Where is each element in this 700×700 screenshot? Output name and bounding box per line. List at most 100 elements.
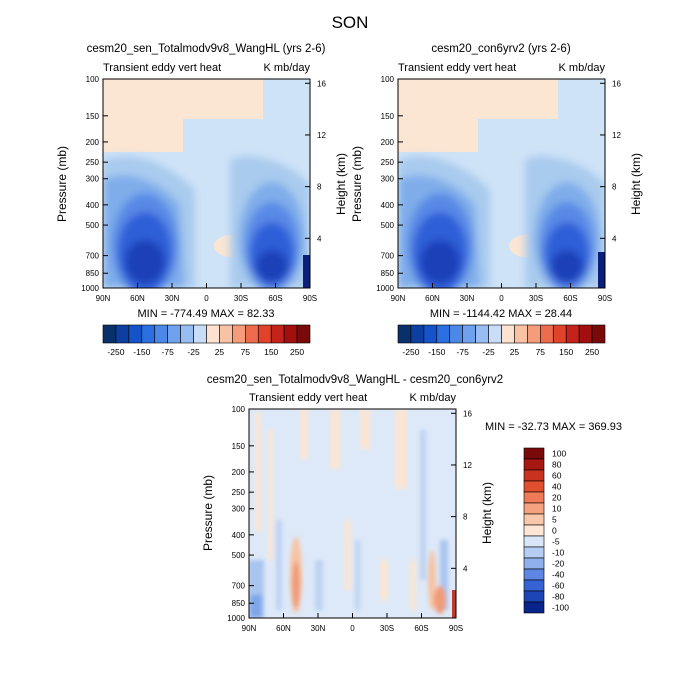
pressure-tick-label: 1000: [376, 284, 394, 293]
colorbar-box: [193, 324, 207, 344]
pressure-tick-label: 500: [86, 221, 100, 230]
lat-tick-label: 90N: [242, 624, 257, 633]
pressure-tick-label: 700: [232, 582, 246, 591]
pressure-tick-label: 400: [232, 531, 246, 540]
pressure-tick-label: 250: [86, 158, 100, 167]
contour-field: [103, 79, 310, 288]
colorbar-label: 150: [264, 347, 278, 357]
lat-tick-label: 30S: [234, 294, 248, 303]
height-tick-label: 8: [612, 183, 617, 192]
colorbar-box: [523, 480, 545, 493]
colorbar-label: 75: [536, 347, 546, 357]
lat-axis: 90N 60N 30N 0 30S 60S 90S: [391, 283, 612, 303]
colorbar-label: -5: [552, 537, 560, 547]
lat-tick-label: 90N: [96, 294, 111, 303]
lat-tick-label: 0: [350, 624, 355, 633]
colorbar-label: 5: [552, 515, 557, 525]
pressure-tick-label: 300: [381, 175, 395, 184]
colorbar-label: 40: [552, 482, 562, 492]
colorbar-label: 0: [552, 526, 557, 536]
colorbar-box: [436, 324, 451, 344]
lat-tick-label: 30S: [529, 294, 543, 303]
pressure-tick-label: 150: [381, 112, 395, 121]
colorbar-box: [206, 324, 220, 344]
colorbar-box: [397, 324, 412, 344]
panel-left-label: Transient eddy vert heat: [398, 62, 516, 74]
colorbar-box: [523, 546, 545, 559]
colorbar-box: [523, 568, 545, 581]
panel-bottom: cesm20_sen_Totalmodv9v8_WangHL - cesm20_…: [201, 374, 622, 633]
pressure-tick-label: 250: [381, 158, 395, 167]
lat-tick-label: 60S: [563, 294, 577, 303]
lat-axis: 90N 60N 30N 0 30S 60S 90S: [96, 283, 317, 303]
panel-title: cesm20_con6yrv2 (yrs 2-6): [431, 43, 570, 55]
colorbar-box: [540, 324, 554, 344]
pressure-axis-label: Pressure (mb): [201, 475, 215, 551]
lat-tick-label: 0: [499, 294, 504, 303]
pressure-tick-label: 850: [86, 269, 100, 278]
panel-top-left: cesm20_sen_Totalmodv9v8_WangHL (yrs 2-6)…: [55, 43, 348, 357]
colorbar-label: -20: [552, 559, 565, 569]
colorbar-box: [527, 324, 541, 344]
colorbar-box: [523, 601, 545, 614]
colorbar-label: 80: [552, 460, 562, 470]
stats-text: MIN = -32.73 MAX = 369.93: [485, 421, 622, 433]
colorbar-box: [523, 524, 545, 537]
colorbar-box: [523, 458, 545, 471]
page-title: SON: [332, 13, 369, 32]
colorbar-box: [462, 324, 476, 344]
colorbar-box: [296, 324, 311, 344]
colorbar-box: [552, 324, 567, 344]
lat-tick-label: 30S: [380, 624, 394, 633]
colorbar-box: [449, 324, 463, 344]
pressure-tick-label: 850: [381, 269, 395, 278]
colorbar-label: -250: [107, 347, 124, 357]
panel-right-label: K mb/day: [264, 62, 311, 74]
colorbar-box: [232, 324, 246, 344]
pressure-tick-label: 200: [86, 138, 100, 147]
height-tick-label: 4: [317, 234, 322, 243]
colorbar-label: -75: [162, 347, 175, 357]
colorbar-box: [115, 324, 130, 344]
height-tick-label: 16: [612, 79, 621, 88]
contour-field: [398, 79, 605, 288]
height-tick-label: 12: [463, 461, 472, 470]
colorbar-box: [128, 324, 143, 344]
height-axis-label: Height (km): [334, 153, 348, 215]
pressure-tick-label: 300: [232, 505, 246, 514]
colorbar-box: [523, 557, 545, 570]
colorbar-label: -100: [552, 603, 569, 613]
colorbar-box: [154, 324, 168, 344]
lat-tick-label: 60N: [276, 624, 291, 633]
colorbar-box: [523, 502, 545, 515]
pressure-tick-label: 500: [232, 551, 246, 560]
colorbar-box: [102, 324, 117, 344]
pressure-axis: 100 150 200 250 300 400 500 700 850 1000: [376, 75, 403, 293]
height-tick-label: 8: [463, 513, 468, 522]
colorbar-label: -250: [402, 347, 419, 357]
pressure-tick-label: 850: [232, 599, 246, 608]
colorbar-box: [475, 324, 489, 344]
pressure-tick-label: 150: [86, 112, 100, 121]
height-tick-label: 16: [463, 409, 472, 418]
colorbar-label: -60: [552, 581, 565, 591]
pressure-tick-label: 500: [381, 221, 395, 230]
lat-tick-label: 60S: [268, 294, 282, 303]
lat-tick-label: 30N: [165, 294, 180, 303]
colorbar-box: [410, 324, 425, 344]
panel-right-label: K mb/day: [410, 392, 457, 404]
height-tick-label: 12: [317, 131, 326, 140]
colorbar-box: [283, 324, 298, 344]
height-tick-label: 12: [612, 131, 621, 140]
lat-tick-label: 60S: [414, 624, 428, 633]
pressure-tick-label: 700: [86, 252, 100, 261]
colorbar-box: [141, 324, 156, 344]
panel-right-label: K mb/day: [559, 62, 606, 74]
height-axis: 4 8 12 16: [305, 79, 326, 243]
pressure-tick-label: 100: [232, 405, 246, 414]
colorbar-box: [523, 535, 545, 548]
pressure-tick-label: 1000: [227, 614, 245, 623]
lat-axis: 90N 60N 30N 0 30S 60S 90S: [242, 613, 463, 633]
colorbar-label: 75: [241, 347, 251, 357]
